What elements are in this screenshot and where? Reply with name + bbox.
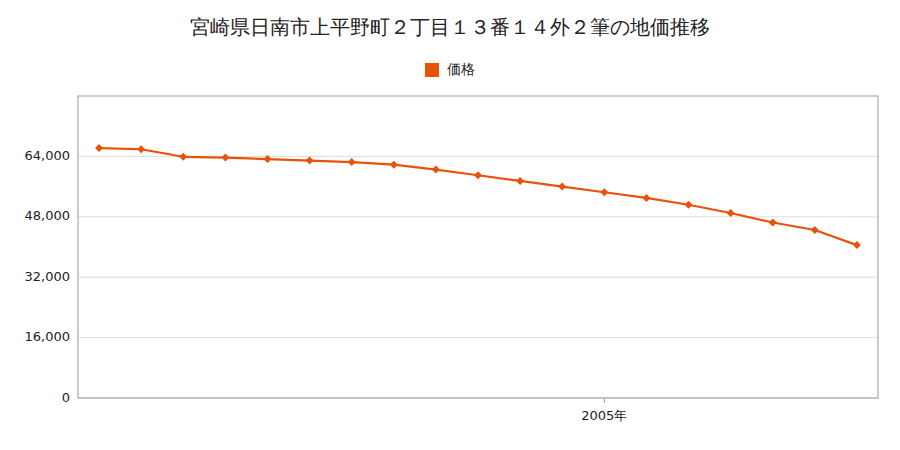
chart-container: 宮崎県日南市上平野町２丁目１３番１４外２筆の地価推移価格 0 16,000 32,00… [0,0,900,450]
marker [306,157,314,165]
legend: 価格 [425,61,475,77]
marker [390,161,398,169]
marker [432,166,440,174]
legend-swatch [425,63,439,77]
marker [474,171,482,179]
marker [685,201,693,209]
marker [600,188,608,196]
marker [348,158,356,166]
grid-line [78,277,878,278]
marker [516,177,524,185]
grid-line [78,337,878,338]
x-tick-label: 2005年 [581,408,627,423]
x-tick [604,398,605,403]
marker [853,241,861,249]
marker [558,183,566,191]
y-tick-label: 0 [62,390,70,405]
line [99,148,857,245]
grid-line [78,216,878,217]
marker [179,153,187,161]
marker [263,155,271,163]
title: 宮崎県日南市上平野町２丁目１３番１４外２筆の地価推移 [190,15,710,39]
marker [95,144,103,152]
plot-frame [78,96,878,398]
marker [727,209,735,217]
y-tick-label: 64,000 [25,148,71,163]
marker [221,154,229,162]
grid [78,156,878,398]
marker [137,145,145,153]
y-tick-label: 48,000 [25,208,71,223]
marker [642,194,650,202]
marker [769,218,777,226]
chart-svg: 宮崎県日南市上平野町２丁目１３番１４外２筆の地価推移価格 0 16,000 32,00… [0,0,900,450]
legend-label: 価格 [447,61,475,77]
y-tick-label: 16,000 [25,329,71,344]
marker [811,226,819,234]
y-tick-label: 32,000 [25,269,71,284]
plot-area [95,144,861,249]
